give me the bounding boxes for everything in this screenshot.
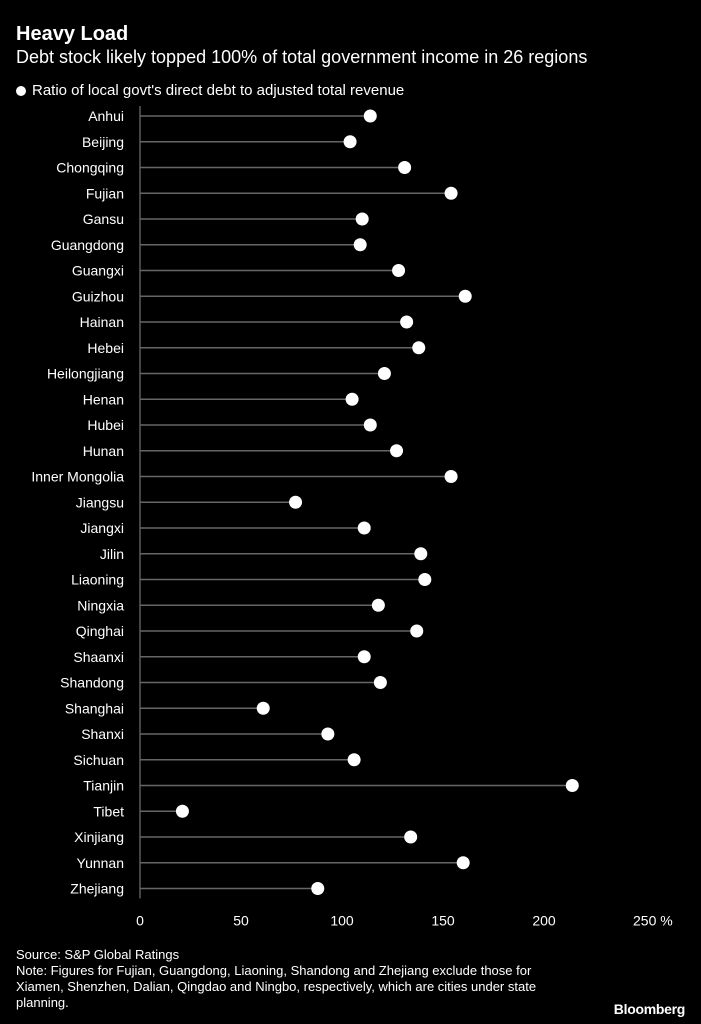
category-label: Ningxia — [77, 597, 124, 613]
point-tibet — [175, 804, 189, 818]
point-chongqing — [398, 161, 412, 174]
category-label: Shanghai — [65, 700, 124, 716]
point-fujian — [444, 186, 458, 200]
point-guangxi — [392, 264, 406, 277]
category-label: Hainan — [80, 314, 124, 330]
point-liaoning — [418, 573, 432, 586]
point-jiangsu — [289, 495, 303, 509]
category-label: Shanxi — [81, 726, 124, 742]
category-label: Chongqing — [56, 160, 124, 176]
point-zhejiang — [311, 882, 325, 895]
point-ningxia — [371, 598, 385, 612]
point-shanxi — [321, 727, 335, 741]
point-shanghai — [256, 701, 270, 715]
category-label: Liaoning — [71, 572, 124, 588]
point-shaanxi — [357, 650, 371, 664]
category-label: Yunnan — [77, 855, 125, 871]
category-label: Hunan — [83, 443, 124, 459]
category-label: Xinjiang — [74, 829, 124, 845]
point-guangdong — [353, 238, 367, 252]
category-label: Gansu — [83, 211, 124, 227]
point-shandong — [373, 676, 387, 689]
point-hainan — [400, 315, 414, 329]
point-tianjin — [565, 779, 579, 792]
category-label: Zhejiang — [70, 881, 124, 897]
category-label: Anhui — [88, 108, 124, 124]
point-heilongjiang — [377, 367, 391, 380]
bloomberg-logo: Bloomberg — [613, 1001, 686, 1017]
point-hunan — [390, 444, 404, 458]
category-label: Guangdong — [51, 237, 124, 253]
point-beijing — [343, 135, 357, 149]
category-label: Beijing — [82, 134, 124, 150]
chart-subtitle: Debt stock likely topped 100% of total g… — [16, 47, 588, 67]
category-label: Jilin — [100, 546, 124, 562]
point-sichuan — [347, 753, 361, 767]
category-label: Jiangsu — [76, 494, 124, 510]
x-tick-label: 0 — [136, 913, 144, 929]
chart-title: Heavy Load — [16, 23, 129, 45]
category-label: Shaanxi — [73, 649, 124, 665]
point-yunnan — [456, 856, 470, 870]
point-hubei — [363, 418, 377, 432]
point-inner-mongolia — [444, 470, 458, 483]
point-jilin — [414, 547, 428, 561]
point-henan — [345, 392, 359, 406]
category-label: Shandong — [60, 675, 124, 691]
point-xinjiang — [404, 830, 418, 844]
point-hebei — [412, 341, 426, 355]
point-gansu — [355, 212, 369, 226]
point-qinghai — [410, 624, 424, 638]
category-label: Tibet — [93, 803, 124, 819]
point-anhui — [363, 109, 377, 123]
legend-label: Ratio of local govt's direct debt to adj… — [32, 82, 405, 99]
x-tick-label: 250 % — [633, 913, 673, 929]
category-label: Sichuan — [73, 752, 124, 768]
point-jiangxi — [357, 521, 371, 535]
point-guizhou — [458, 289, 472, 303]
category-label: Tianjin — [83, 778, 124, 794]
x-tick-label: 150 — [431, 913, 455, 929]
note-text: Note: Figures for Fujian, Guangdong, Lia… — [16, 963, 537, 1010]
category-label: Heilongjiang — [47, 366, 124, 382]
x-tick-label: 200 — [532, 913, 556, 929]
footer: Source: S&P Global Ratings Note: Figures… — [16, 947, 576, 1011]
category-label: Jiangxi — [80, 520, 124, 536]
category-label: Qinghai — [76, 623, 124, 639]
category-label: Henan — [83, 391, 124, 407]
category-label: Guangxi — [72, 263, 124, 279]
legend-dot-icon — [16, 86, 26, 96]
category-label: Hebei — [87, 340, 124, 356]
x-tick-label: 100 — [330, 913, 354, 929]
legend: Ratio of local govt's direct debt to adj… — [16, 82, 404, 100]
category-label: Fujian — [86, 185, 124, 201]
category-label: Hubei — [87, 417, 124, 433]
source-text: Source: S&P Global Ratings — [16, 947, 180, 962]
lollipop-chart: Anhui Beijing Chongqing Fujian Gansu Guangdon… — [31, 106, 673, 929]
x-tick-label: 50 — [233, 913, 249, 929]
category-label: Inner Mongolia — [31, 469, 124, 485]
category-label: Guizhou — [72, 288, 124, 304]
